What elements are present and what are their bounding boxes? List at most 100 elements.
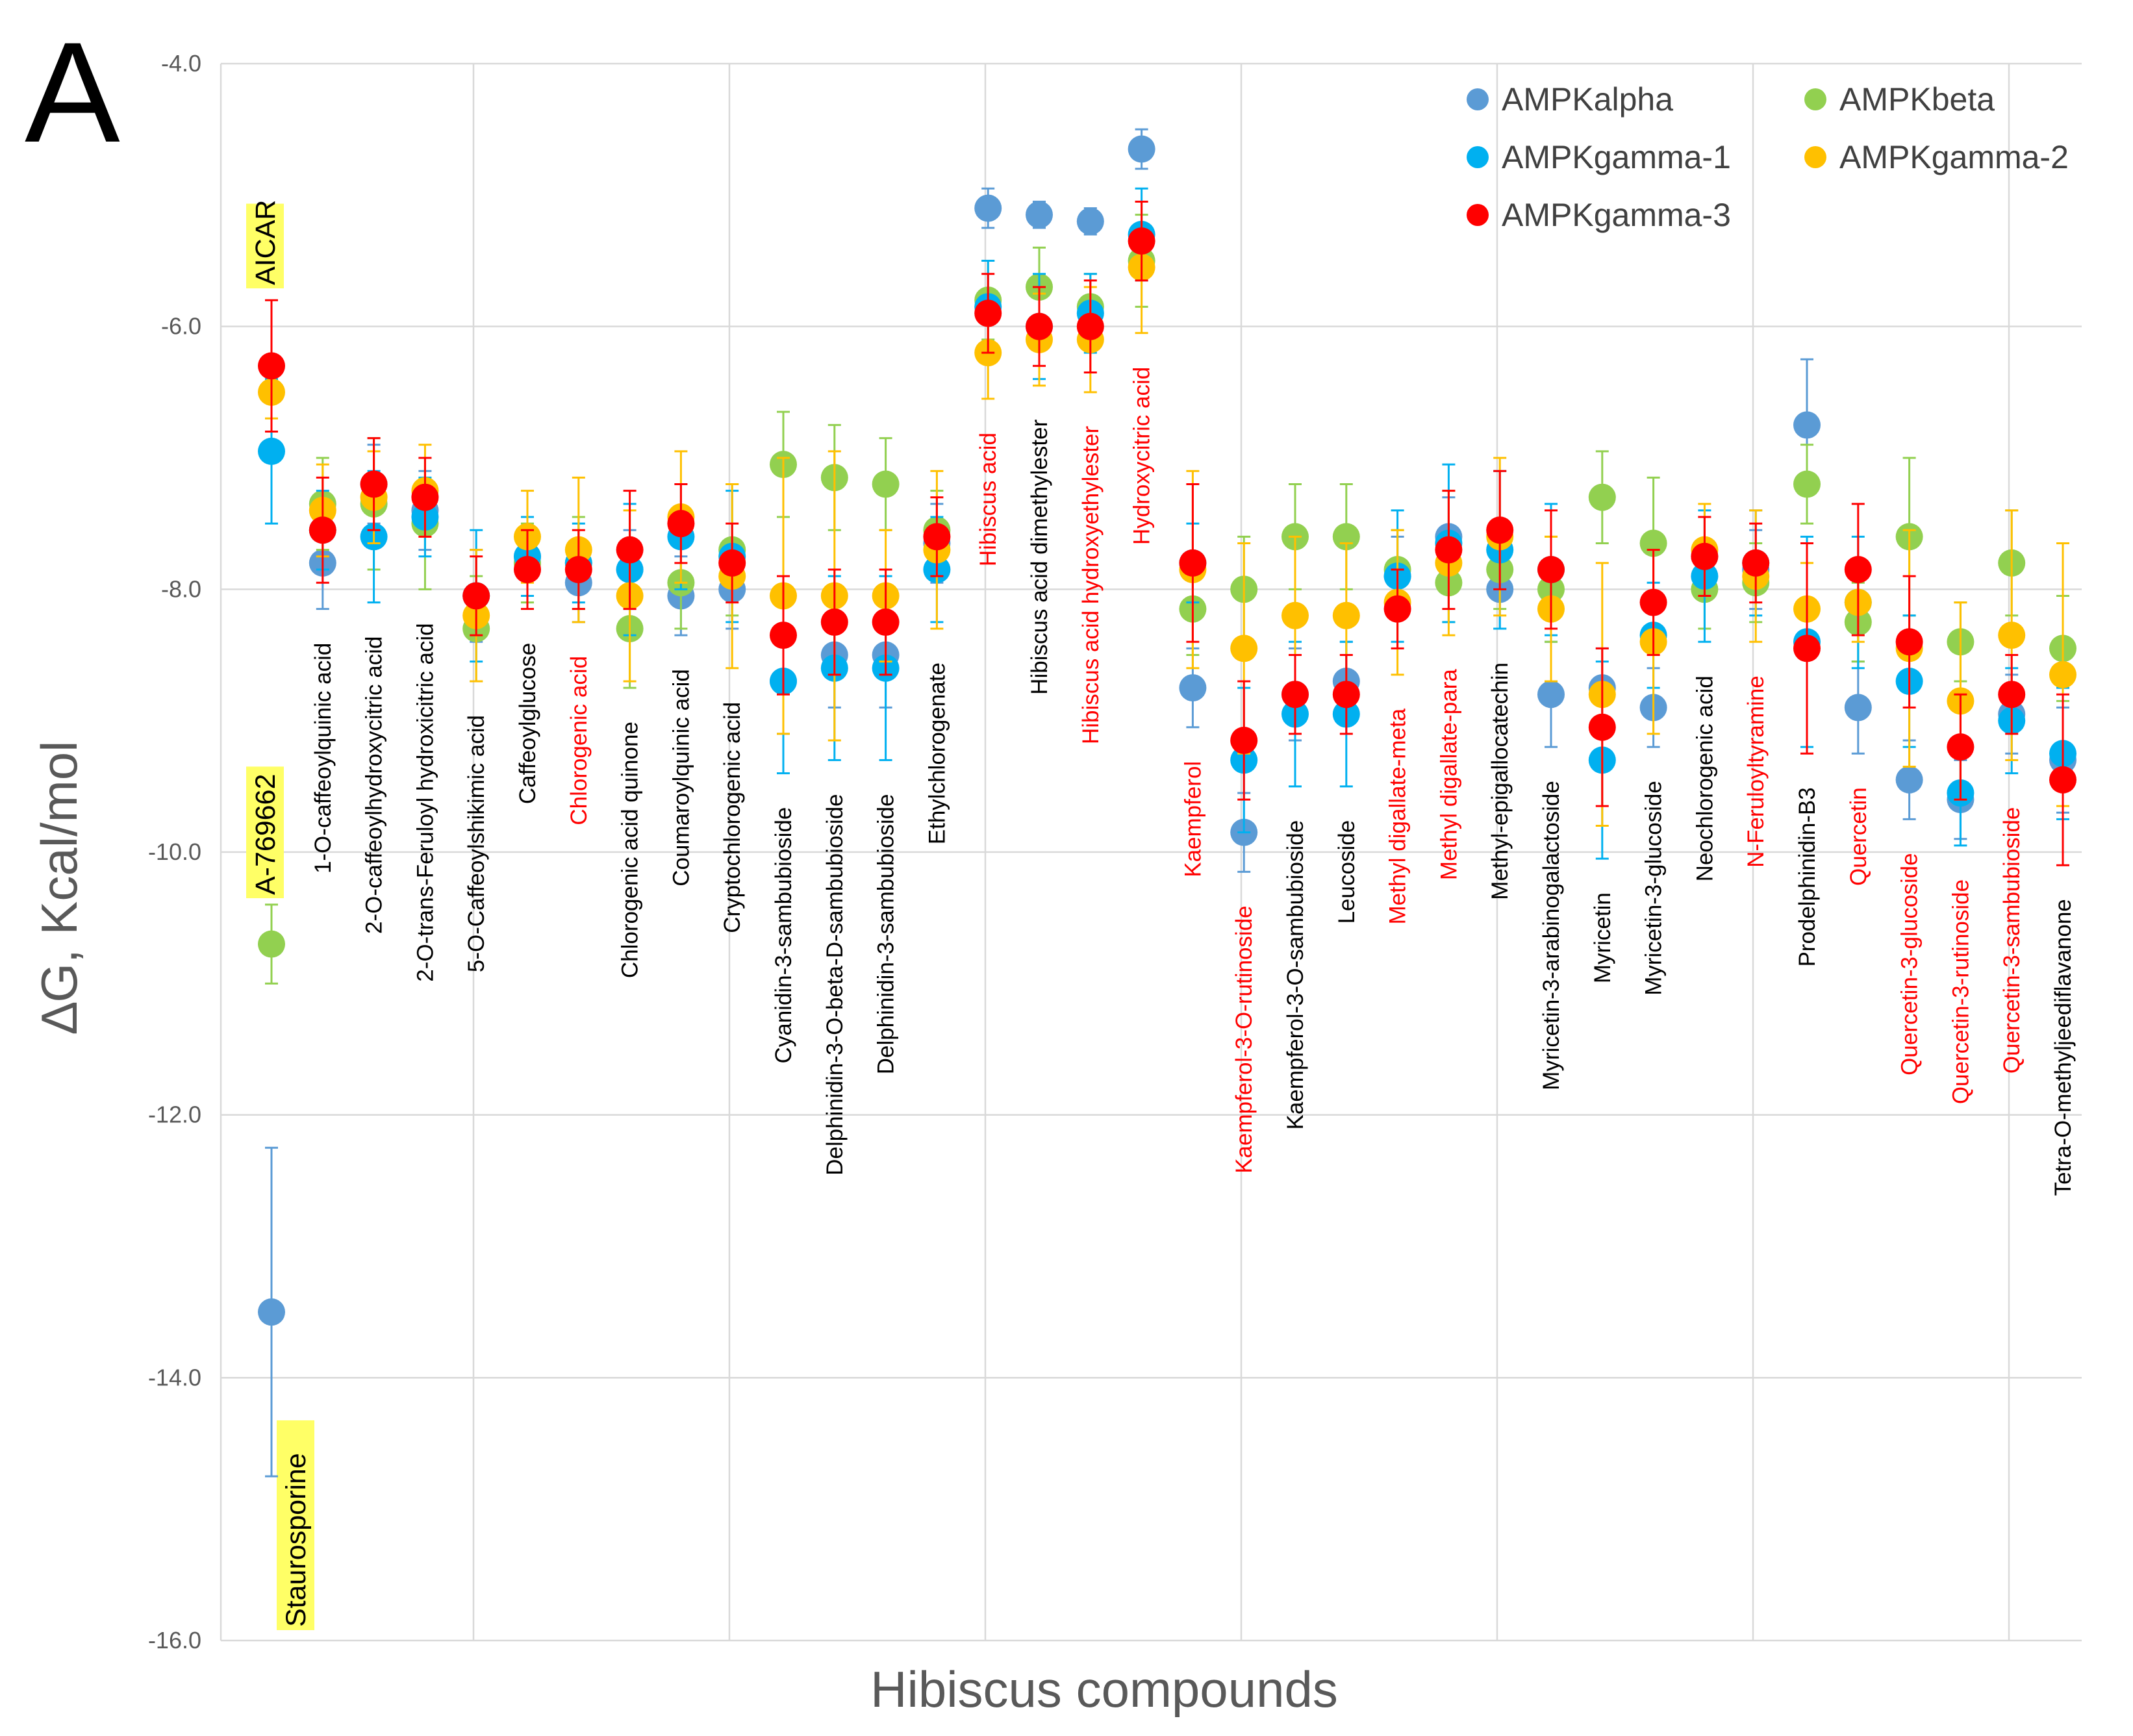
category-label: 2-O-trans-Feruloyl hydroxicitric acid <box>412 623 438 981</box>
reference-label: AICAR <box>250 200 281 285</box>
legend: AMPKalpha AMPKbeta AMPKgamma-1 AMPKgamma-2 A… <box>1467 81 2069 233</box>
category-label: 5-O-Caffeoylshikimic acid <box>464 715 489 972</box>
ampkgamma-3-point <box>923 523 951 551</box>
category-labels: 1-O-caffeoylquinic acid 2-O-caffeoylhydro… <box>310 367 2076 1196</box>
ampkbeta-point <box>1793 470 1821 498</box>
ampkgamma-3-point <box>1435 536 1463 564</box>
category-label: Delphinidin-3-sambubioside <box>874 794 899 1074</box>
category-label: Tetra-O-methyljeediflavanone <box>2051 899 2076 1196</box>
ampkgamma-3-point <box>564 555 592 583</box>
data-points <box>258 128 2076 1478</box>
category-label: Ethylchlorogenate <box>924 662 950 844</box>
ampkalpha-point <box>1179 674 1207 702</box>
category-label: Methyl-epigallocatechin <box>1487 662 1513 900</box>
ampkgamma-3-point <box>1179 549 1207 577</box>
category-label: Chlorogenic acid <box>566 656 592 825</box>
ampkalpha-point <box>1076 207 1104 235</box>
ampkgamma-3-point <box>1998 681 2026 709</box>
ampkgamma-2-point <box>1230 635 1258 662</box>
ampkgamma-3-point <box>2049 766 2076 794</box>
legend-label: AMPKgamma-3 <box>1502 197 1731 233</box>
ampkgamma-3-point <box>616 536 644 564</box>
reference-label: Staurosporine <box>281 1453 312 1627</box>
ampkgamma-3-point <box>667 510 695 538</box>
ampkgamma-3-point <box>1383 595 1411 623</box>
ampkgamma-2-point <box>2049 660 2076 688</box>
reference-highlight <box>277 1420 314 1630</box>
legend-marker <box>1804 88 1826 110</box>
ampkgamma-3-point <box>462 582 490 610</box>
category-label: Myricetin <box>1590 892 1615 983</box>
ampkalpha-point <box>1537 681 1565 709</box>
legend-label: AMPKgamma-2 <box>1839 139 2069 175</box>
reference-highlight <box>246 766 284 898</box>
category-label: Delphinidin-3-O-beta-D-sambubioside <box>822 794 848 1176</box>
category-label: N-Feruloyltyramine <box>1743 675 1769 868</box>
y-tick-label: -6.0 <box>161 313 201 340</box>
ampkbeta-point <box>1639 529 1667 557</box>
category-label: Chlorogenic acid quinone <box>618 722 643 978</box>
ref-ampkbeta-point <box>258 930 285 958</box>
y-tick-label: -12.0 <box>148 1101 201 1128</box>
ref-ampkalpha-point <box>258 1298 285 1326</box>
category-label: Quercetin-3-rutinoside <box>1948 879 1973 1104</box>
ampkgamma-3-point <box>1537 555 1565 583</box>
y-tick-label: -16.0 <box>148 1627 201 1654</box>
x-axis-title: Hibiscus compounds <box>870 1661 1338 1718</box>
y-tick-label: -8.0 <box>161 575 201 602</box>
y-tick-label: -14.0 <box>148 1364 201 1390</box>
ampkalpha-point <box>974 194 1002 222</box>
ref-ampkgamma-1-point <box>258 437 285 465</box>
category-label: Quercetin-3-glucoside <box>1897 853 1923 1075</box>
ampkgamma-2-point <box>1998 622 2026 649</box>
ampkgamma-3-point <box>411 483 439 511</box>
y-tick-label: -4.0 <box>161 50 201 77</box>
ampkgamma-3-point <box>1486 516 1514 544</box>
legend-marker <box>1467 146 1489 168</box>
grid: -4.0 -6.0 -8.0 -10.0 -12.0 -14.0 -16.0 <box>148 50 2082 1654</box>
category-label: Cryptochlorogenic acid <box>720 702 745 933</box>
category-label: 2-O-caffeoylhydroxycitric acid <box>362 636 387 934</box>
ampkgamma-3-point <box>770 622 797 649</box>
ampkgamma-2-point <box>1332 601 1360 629</box>
ref-ampkgamma-3-point <box>258 352 285 380</box>
legend-label: AMPKgamma-1 <box>1502 139 1731 175</box>
ampkgamma-3-point <box>1026 312 1053 340</box>
category-label: Cyanidin-3-sambubioside <box>771 807 796 1064</box>
category-label: Quercetin <box>1846 787 1871 886</box>
panel-label: A <box>25 12 120 172</box>
legend-marker <box>1467 88 1489 110</box>
ampkgamma-3-point <box>309 516 336 544</box>
category-label: Leucoside <box>1334 820 1359 924</box>
category-label: Neochlorogenic acid <box>1692 675 1717 881</box>
reference-compounds: AICAR A-769662 Staurosporine <box>246 200 314 1630</box>
ampkgamma-3-point <box>1588 713 1616 741</box>
ampkbeta-point <box>1588 483 1616 511</box>
ampkbeta-point <box>872 470 900 498</box>
ampkgamma-3-point <box>360 470 388 498</box>
category-label: Methyl digallate-meta <box>1385 708 1411 924</box>
legend-label: AMPKbeta <box>1839 81 1995 118</box>
category-label: Hibiscus acid hydroxyethylester <box>1078 426 1104 745</box>
ampkalpha-point <box>1026 201 1053 229</box>
category-label: Prodelphinidin-B3 <box>1795 787 1820 966</box>
legend-marker <box>1804 146 1826 168</box>
ampkalpha-point <box>1844 694 1872 722</box>
category-label: Hibiscus acid dimethylester <box>1027 419 1052 694</box>
ampkgamma-3-point <box>1128 227 1155 255</box>
reference-label: A-769662 <box>250 774 281 896</box>
ampkgamma-3-point <box>1076 312 1104 340</box>
ampkgamma-3-point <box>1793 635 1821 662</box>
category-label: Myricetin-3-glucoside <box>1641 781 1667 996</box>
ampkgamma-3-point <box>1332 681 1360 709</box>
reference-highlight <box>246 203 284 288</box>
category-label: Kaempferol <box>1180 761 1205 877</box>
ampkgamma-3-point <box>1639 588 1667 616</box>
ampkgamma-3-point <box>820 608 848 636</box>
ampkalpha-point <box>1793 411 1821 439</box>
ampkgamma-3-point <box>1742 549 1770 577</box>
ampkgamma-3-point <box>1947 733 1975 761</box>
ampkgamma-3-point <box>1895 628 1923 656</box>
legend-marker <box>1467 204 1489 226</box>
